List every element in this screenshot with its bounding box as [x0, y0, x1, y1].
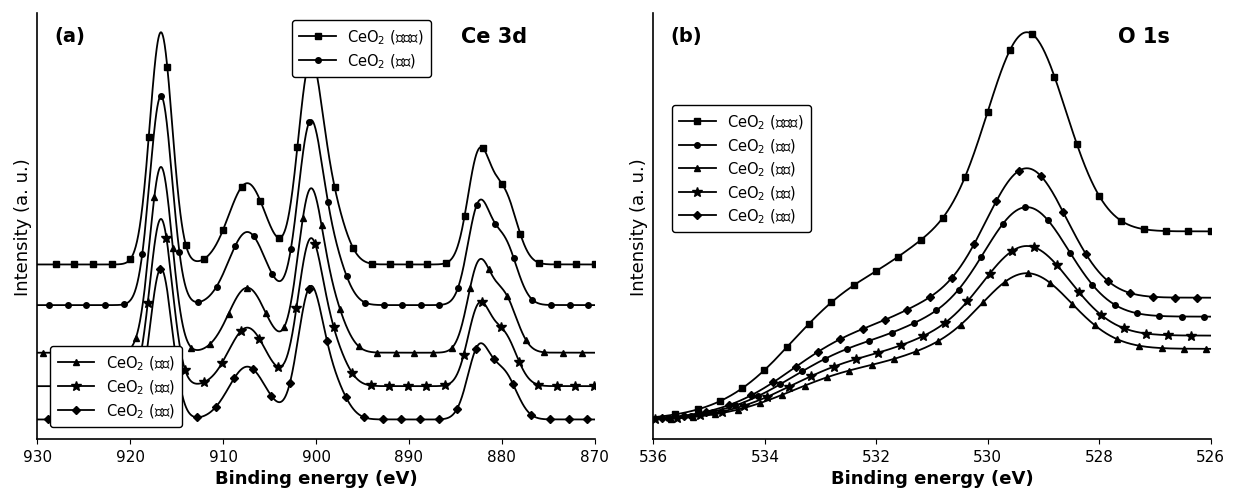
Y-axis label: Intensity (a. u.): Intensity (a. u.) [629, 158, 648, 295]
Text: (a): (a) [55, 27, 85, 46]
X-axis label: Binding energy (eV): Binding energy (eV) [830, 469, 1033, 487]
Text: O 1s: O 1s [1118, 27, 1170, 47]
Text: Ce 3d: Ce 3d [461, 27, 528, 47]
Legend: CeO$_2$ (甲醇), CeO$_2$ (乙醇), CeO$_2$ (丙酮): CeO$_2$ (甲醇), CeO$_2$ (乙醇), CeO$_2$ (丙酮) [51, 346, 182, 427]
Legend: CeO$_2$ (辐照前), CeO$_2$ (纯水), CeO$_2$ (甲醇), CeO$_2$ (乙醇), CeO$_2$ (丙酮): CeO$_2$ (辐照前), CeO$_2$ (纯水), CeO$_2$ (甲醇… [672, 106, 812, 233]
Y-axis label: Intensity (a. u.): Intensity (a. u.) [14, 158, 32, 295]
Text: (b): (b) [670, 27, 701, 46]
X-axis label: Binding energy (eV): Binding energy (eV) [214, 469, 418, 487]
